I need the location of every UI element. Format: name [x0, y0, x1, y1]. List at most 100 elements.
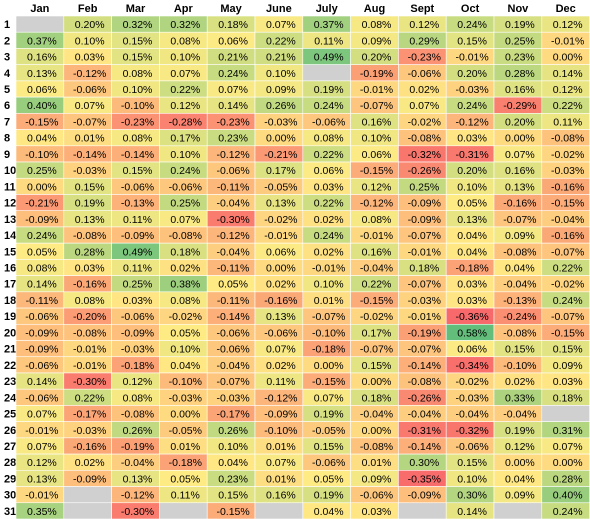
- cell-value-label: -0.14%: [216, 311, 249, 323]
- cell-value-label: 0.04%: [314, 506, 344, 518]
- cell-value-label: -0.11%: [26, 295, 59, 307]
- cell-value-label: 0.23%: [218, 473, 248, 485]
- cell-value-label: 0.00%: [314, 360, 344, 372]
- cell-value-label: 0.05%: [170, 473, 200, 485]
- cell-value-label: 0.07%: [27, 441, 57, 453]
- cell-value-label: 0.07%: [409, 100, 439, 112]
- cell-value-label: -0.14%: [121, 149, 154, 161]
- cell-value-label: -0.07%: [360, 100, 393, 112]
- cell-value-label: 0.14%: [27, 279, 57, 291]
- cell-value-label: 0.14%: [457, 506, 487, 518]
- row-header: 20: [4, 327, 16, 339]
- cell-value-label: -0.01%: [73, 360, 106, 372]
- cell-value-label: -0.08%: [408, 376, 441, 388]
- cell-value-label: 0.10%: [266, 68, 296, 80]
- cell-value-label: 0.10%: [314, 279, 344, 291]
- cell-value-label: 0.06%: [266, 246, 296, 258]
- cell-value-label: -0.15%: [360, 295, 393, 307]
- cell-value-label: 0.06%: [457, 344, 487, 356]
- cell-value-label: 0.08%: [75, 295, 105, 307]
- cell-value-label: 0.08%: [27, 263, 57, 275]
- cell-value-label: -0.11%: [217, 295, 250, 307]
- cell-value-label: -0.06%: [25, 392, 58, 404]
- cell-value-label: -0.03%: [408, 295, 441, 307]
- cell-value-label: 0.00%: [553, 52, 583, 64]
- cell-value-label: 0.04%: [505, 263, 535, 275]
- cell-value-label: 0.24%: [218, 68, 248, 80]
- cell-value-label: 0.01%: [362, 457, 392, 469]
- cell-value-label: -0.05%: [312, 425, 345, 437]
- cell-value-label: -0.04%: [408, 409, 441, 421]
- column-header: Nov: [508, 3, 530, 15]
- cell-value-label: -0.17%: [216, 409, 249, 421]
- cell-value-label: -0.29%: [503, 100, 536, 112]
- cell-value-label: 0.11%: [171, 490, 200, 502]
- cell-value-label: 0.24%: [314, 230, 344, 242]
- cell-value-label: 0.15%: [123, 52, 153, 64]
- cell-value-label: -0.09%: [408, 490, 441, 502]
- cell-value-label: -0.04%: [551, 214, 584, 226]
- cell-value-label: 0.26%: [123, 425, 153, 437]
- cell-value-label: 0.07%: [266, 457, 296, 469]
- column-header: Feb: [78, 3, 98, 15]
- cell-value-label: -0.12%: [121, 490, 154, 502]
- cell-value-label: 0.03%: [457, 133, 487, 145]
- cell-value-label: -0.03%: [121, 344, 154, 356]
- cell-value-label: 0.18%: [362, 392, 392, 404]
- cell-value-label: 0.17%: [266, 165, 296, 177]
- cell-value-label: 0.12%: [27, 457, 57, 469]
- cell-value-label: 0.07%: [170, 68, 200, 80]
- cell-value-label: -0.31%: [455, 149, 488, 161]
- cell-value-label: 0.00%: [505, 133, 535, 145]
- cell-value-label: 0.16%: [362, 116, 392, 128]
- cell-value-label: -0.02%: [264, 214, 297, 226]
- cell-value-label: 0.24%: [170, 165, 200, 177]
- cell-value-label: 0.03%: [314, 181, 344, 193]
- cell-value-label: -0.06%: [312, 116, 345, 128]
- cell-value-label: -0.15%: [551, 327, 584, 339]
- cell-value-label: 0.07%: [505, 149, 535, 161]
- cell-value-label: 0.37%: [27, 35, 57, 47]
- heatmap-cell: [63, 502, 112, 519]
- row-header: 26: [4, 425, 16, 437]
- cell-value-label: 0.00%: [362, 425, 392, 437]
- cell-value-label: -0.06%: [312, 457, 345, 469]
- row-header: 10: [4, 165, 16, 177]
- cell-value-label: -0.12%: [73, 68, 106, 80]
- cell-value-label: 0.15%: [362, 360, 392, 372]
- cell-value-label: 0.21%: [218, 52, 248, 64]
- cell-value-label: -0.07%: [551, 311, 584, 323]
- cell-value-label: 0.17%: [362, 327, 392, 339]
- cell-value-label: -0.09%: [25, 327, 58, 339]
- cell-value-label: 0.20%: [75, 19, 105, 31]
- cell-value-label: 0.03%: [457, 295, 487, 307]
- cell-value-label: -0.10%: [264, 425, 297, 437]
- row-header: 18: [4, 295, 16, 307]
- cell-value-label: 0.13%: [505, 181, 535, 193]
- cell-value-label: -0.03%: [551, 165, 584, 177]
- cell-value-label: -0.28%: [169, 116, 202, 128]
- cell-value-label: 0.22%: [75, 392, 105, 404]
- cell-value-label: -0.01%: [25, 425, 58, 437]
- cell-value-label: -0.07%: [73, 116, 106, 128]
- cell-value-label: -0.04%: [360, 409, 393, 421]
- cell-value-label: -0.14%: [408, 360, 441, 372]
- cell-value-label: 0.49%: [314, 52, 344, 64]
- cell-value-label: 0.20%: [457, 165, 487, 177]
- cell-value-label: 0.49%: [123, 246, 153, 258]
- cell-value-label: -0.34%: [455, 360, 488, 372]
- cell-value-label: 0.22%: [314, 149, 344, 161]
- cell-value-label: -0.16%: [503, 198, 536, 210]
- cell-value-label: 0.25%: [27, 165, 57, 177]
- cell-value-label: 0.15%: [218, 490, 248, 502]
- cell-value-label: 0.38%: [170, 279, 200, 291]
- cell-value-label: 0.04%: [218, 457, 248, 469]
- cell-value-label: 0.12%: [170, 100, 200, 112]
- cell-value-label: -0.23%: [216, 116, 249, 128]
- cell-value-label: 0.40%: [553, 490, 583, 502]
- column-header: Apr: [174, 3, 194, 15]
- cell-value-label: 0.28%: [505, 68, 535, 80]
- cell-value-label: 0.40%: [27, 100, 57, 112]
- cell-value-label: 0.22%: [266, 35, 296, 47]
- cell-value-label: 0.10%: [362, 133, 392, 145]
